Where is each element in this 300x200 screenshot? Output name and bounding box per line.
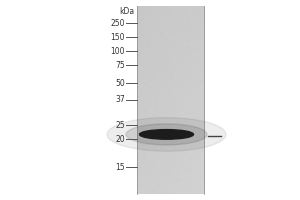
Text: 100: 100: [110, 46, 125, 55]
Ellipse shape: [107, 118, 226, 151]
Text: 250: 250: [110, 19, 125, 27]
Text: 50: 50: [115, 78, 125, 88]
Ellipse shape: [140, 130, 194, 139]
Text: 25: 25: [116, 120, 125, 130]
Text: 75: 75: [115, 60, 125, 70]
Ellipse shape: [126, 124, 207, 145]
Text: 20: 20: [116, 134, 125, 144]
Text: kDa: kDa: [119, 6, 134, 16]
Text: 150: 150: [110, 32, 125, 42]
Text: 15: 15: [116, 162, 125, 171]
Text: 37: 37: [115, 96, 125, 104]
